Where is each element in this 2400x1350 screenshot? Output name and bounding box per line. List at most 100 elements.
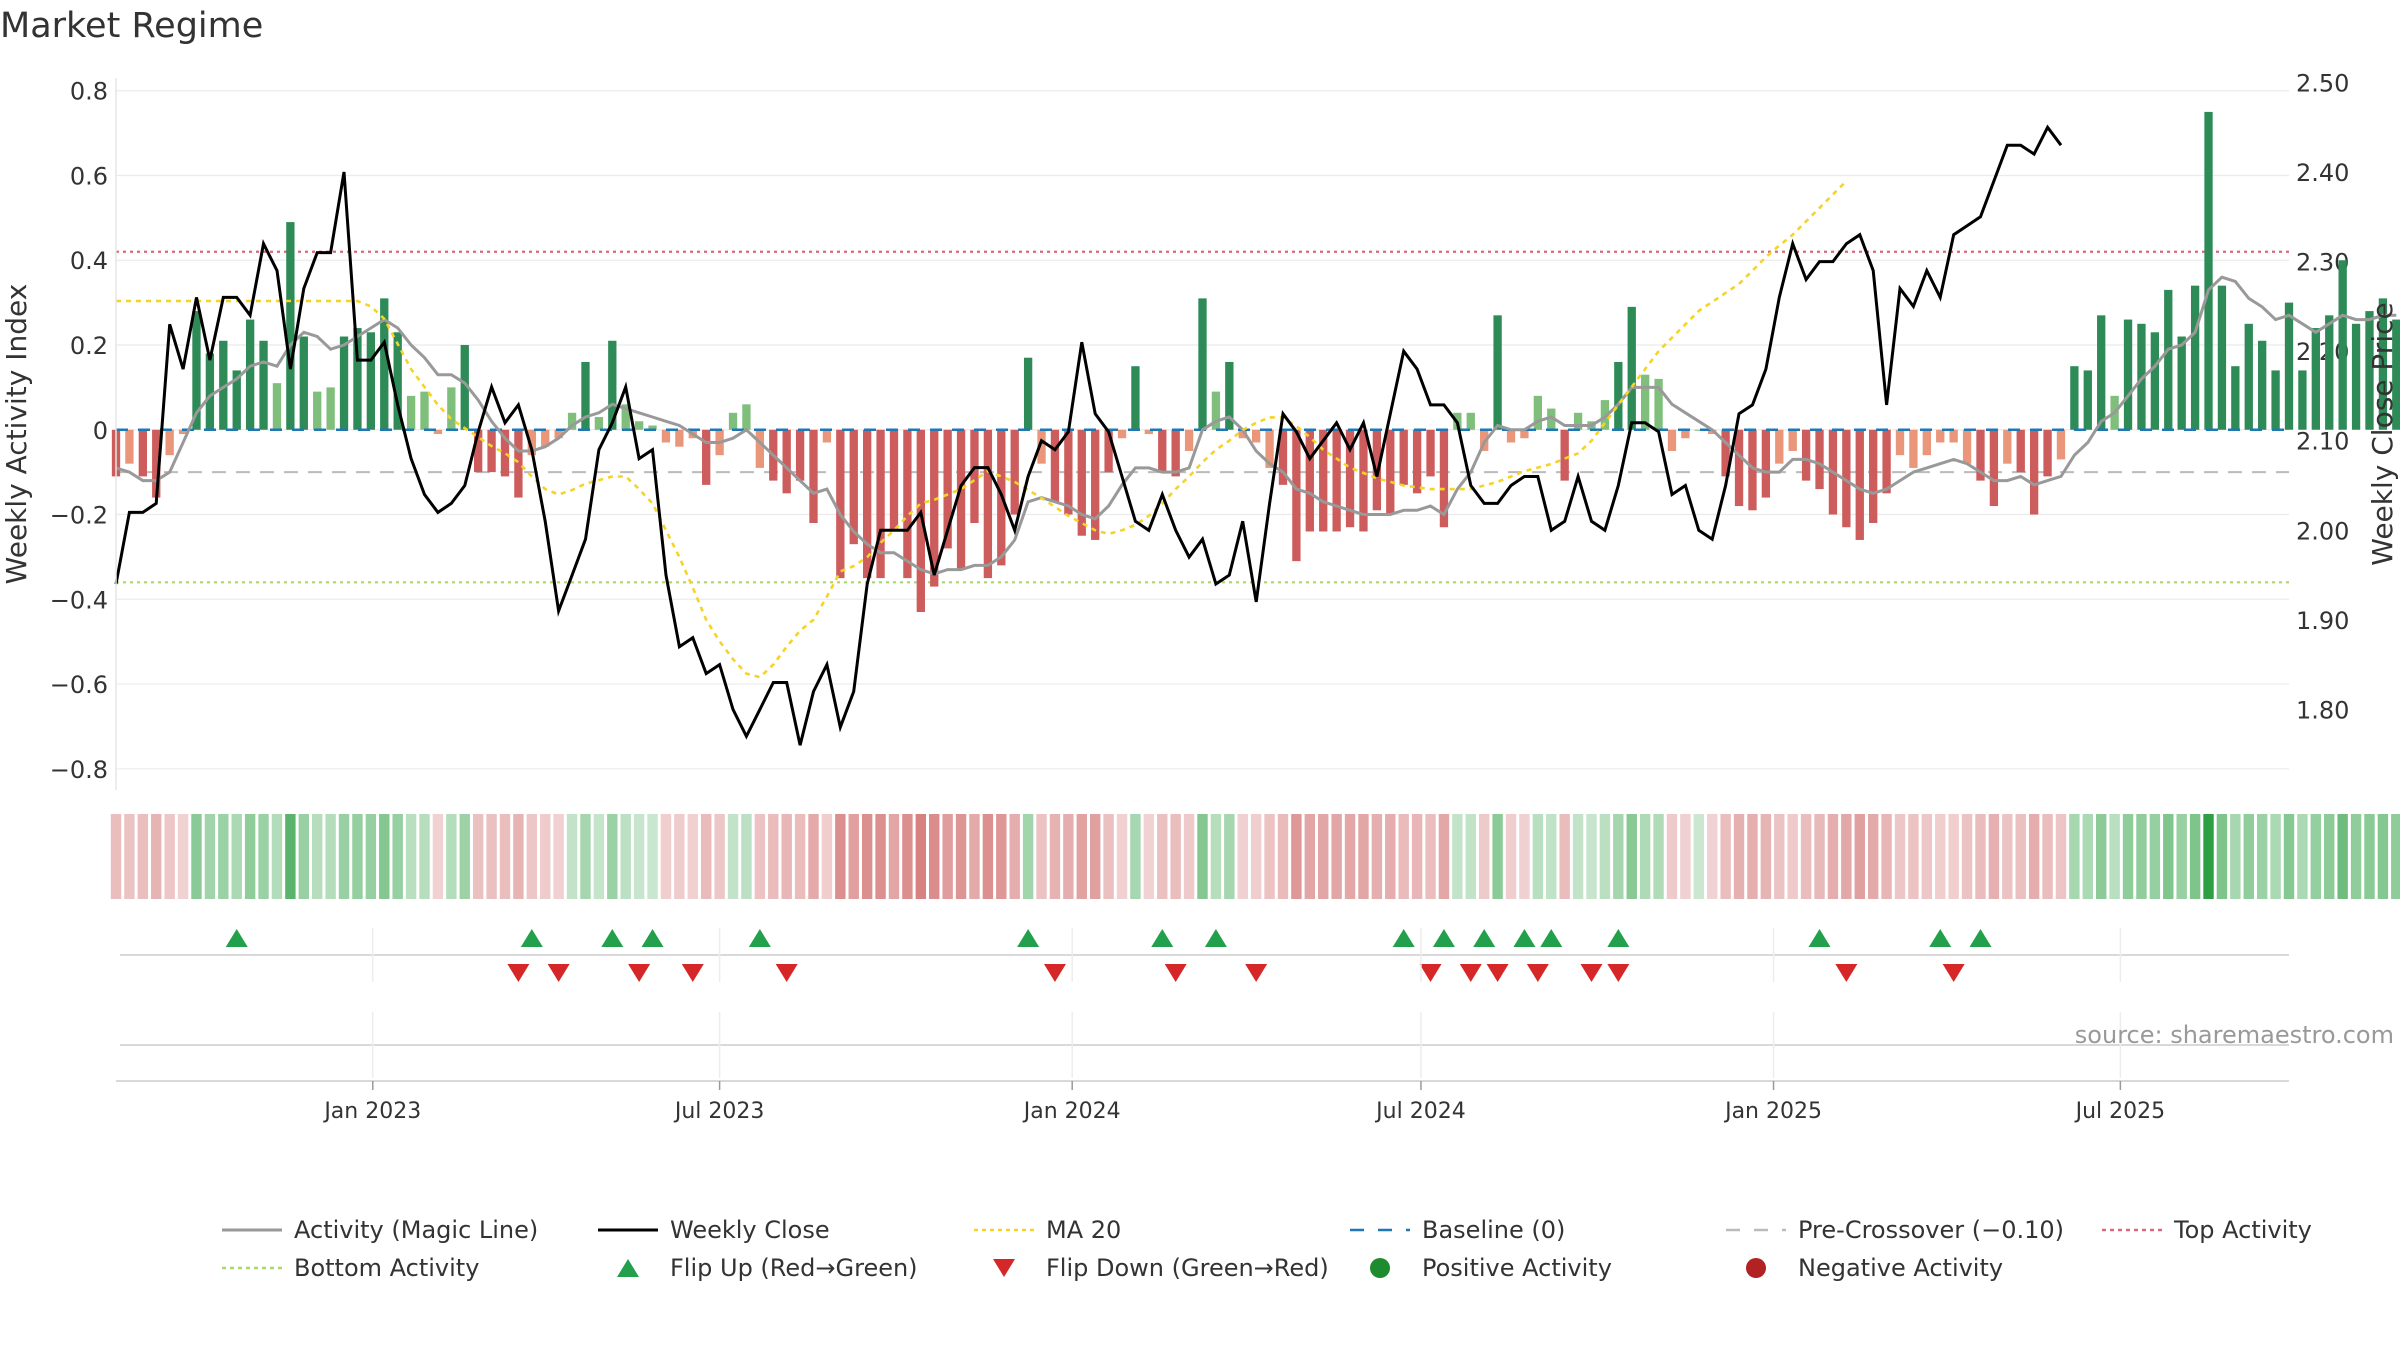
activity-bar [795, 429, 805, 481]
regime-strip-cell [915, 814, 927, 899]
regime-strip-cell [821, 814, 833, 899]
legend-item: MA 20 [974, 1216, 1121, 1244]
regime-strip-cell [794, 814, 806, 899]
activity-bar [1158, 429, 1167, 473]
regime-strip-cell [1438, 814, 1450, 899]
activity-bar [661, 429, 671, 443]
activity-bar [621, 404, 630, 430]
left-axis-label: Weekly Activity Index [0, 284, 33, 585]
activity-bar [178, 429, 188, 434]
regime-strip-cell [2136, 814, 2147, 899]
legend-label: Flip Down (Green→Red) [1046, 1254, 1329, 1282]
regime-strip-cell [1358, 814, 1369, 899]
regime-strip-cell [2364, 814, 2375, 899]
regime-strip-cell [1720, 814, 1731, 899]
x-tick-label: Jul 2024 [1374, 1099, 1466, 1124]
regime-strip-cell [2337, 814, 2348, 899]
regime-strip-cell [352, 814, 363, 899]
activity-bar [2244, 323, 2253, 430]
activity-bar [742, 404, 751, 430]
activity-bar [232, 370, 241, 430]
activity-bar [1077, 429, 1086, 536]
right-tick-label: 1.90 [2296, 607, 2349, 635]
x-tick-label: Jan 2025 [1723, 1099, 1822, 1124]
legend-label: Negative Activity [1798, 1254, 2003, 1282]
regime-strip-cell [110, 814, 122, 899]
legend-item: Baseline (0) [1350, 1216, 1565, 1244]
flip-down-marker [628, 964, 651, 982]
activity-bar [165, 429, 174, 456]
flip-down-marker [1580, 964, 1603, 982]
regime-strip-cell [1988, 814, 2000, 899]
regime-strip-cell [2377, 814, 2389, 899]
regime-strip-cell [1894, 814, 1906, 899]
activity-bar [474, 429, 483, 473]
activity-bar [2070, 366, 2079, 430]
legend-label: Bottom Activity [294, 1254, 479, 1282]
activity-bar [1292, 429, 1301, 562]
flip-up-marker [748, 929, 771, 947]
regime-strip-cell [969, 814, 980, 899]
activity-bar [286, 222, 295, 430]
regime-strip-cell [2055, 814, 2067, 899]
regime-strip-cell [727, 814, 739, 899]
regime-strip-cell [1827, 814, 1839, 899]
regime-strip-cell [1546, 814, 1557, 899]
regime-strip-cell [861, 814, 873, 899]
activity-bar [1775, 429, 1784, 464]
regime-strip-cell [2096, 814, 2107, 899]
regime-strip-cell [231, 814, 242, 899]
flip-up-marker [1929, 929, 1952, 947]
legend-label: Pre-Crossover (−0.10) [1798, 1216, 2064, 1244]
activity-bar [956, 429, 966, 570]
left-tick-label: −0.4 [50, 586, 108, 614]
activity-bar [2150, 332, 2160, 430]
regime-strip-cell [1881, 814, 1892, 899]
activity-bar [1895, 429, 1905, 456]
regime-strip-cell [540, 814, 551, 899]
activity-bar [1855, 429, 1864, 540]
regime-strip-cell [835, 814, 846, 899]
activity-bar [2177, 336, 2186, 430]
legend-label: MA 20 [1046, 1216, 1121, 1244]
activity-bar [1198, 298, 1207, 430]
regime-strip-cell [1237, 814, 1248, 899]
regime-strip-cell [888, 814, 900, 899]
triangle-down-icon [993, 1259, 1015, 1277]
regime-strip-cell [741, 814, 752, 899]
regime-strip-cell [2122, 814, 2134, 899]
activity-bar [1251, 429, 1261, 443]
activity-bar [608, 340, 617, 430]
regime-strip-cell [218, 814, 229, 899]
legend-item: Activity (Magic Line) [222, 1216, 538, 1244]
regime-strip-cell [258, 814, 269, 899]
regime-strip-cell [325, 814, 336, 899]
activity-bar [1748, 429, 1757, 511]
regime-strip-cell [1707, 814, 1718, 899]
activity-bar [2123, 319, 2133, 430]
circle-icon [1746, 1258, 1766, 1278]
regime-strip-cell [2069, 814, 2080, 899]
regime-strip-cell [1304, 814, 1316, 899]
regime-strip-cell [566, 814, 578, 899]
regime-strip-cell [2216, 814, 2228, 899]
regime-strip-cell [1747, 814, 1758, 899]
activity-bar [1117, 429, 1127, 439]
legend-item: Flip Up (Red→Green) [617, 1254, 918, 1282]
legend-item: Top Activity [2102, 1216, 2312, 1244]
activity-bar [2392, 319, 2400, 430]
regime-strip-cell [1559, 814, 1570, 899]
activity-bar [567, 412, 577, 430]
regime-strip-cell [513, 814, 524, 899]
regime-strip-cell [137, 814, 149, 899]
regime-strip-cell [338, 814, 350, 899]
activity-bar [2164, 289, 2173, 430]
activity-bar [2190, 285, 2200, 430]
regime-strip-cell [580, 814, 591, 899]
flip-up-marker [1540, 929, 1563, 947]
regime-strip-cell [1519, 814, 1530, 899]
regime-strip-cell [1344, 814, 1356, 899]
regime-strip-cell [2256, 814, 2268, 899]
regime-strip-cell [1465, 814, 1476, 899]
regime-strip-cell [191, 814, 202, 899]
